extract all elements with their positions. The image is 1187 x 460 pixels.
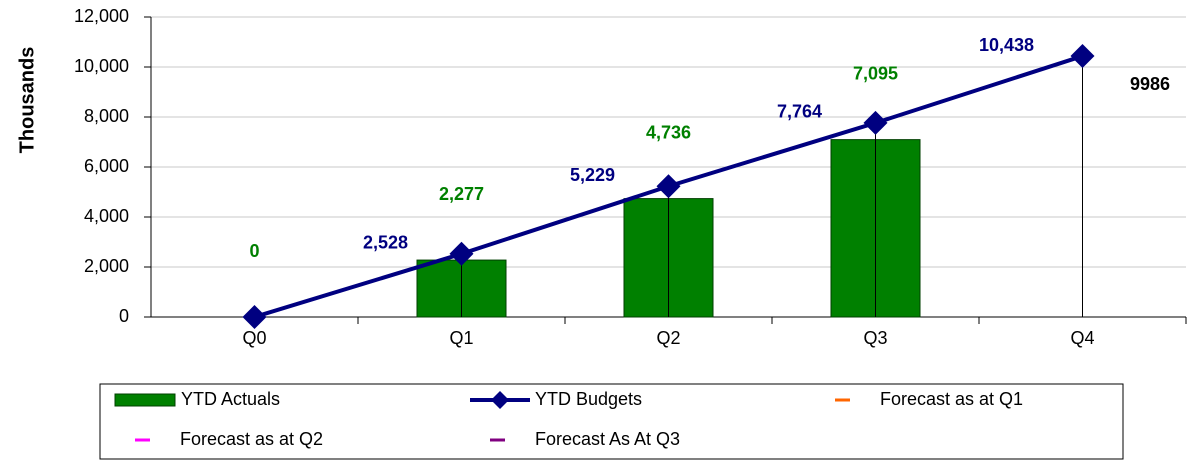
legend-box: [99, 383, 1124, 460]
x-tick-label: Q4: [1070, 328, 1094, 348]
y-axis-label: Thousands: [16, 47, 38, 154]
y-tick-label: 6,000: [84, 156, 129, 176]
legend-label: Forecast as at Q1: [880, 389, 1023, 409]
data-label: 2,277: [439, 184, 484, 204]
y-tick-label: 12,000: [74, 6, 129, 26]
x-tick-label: Q1: [449, 328, 473, 348]
data-label: 7,095: [853, 63, 898, 83]
legend-label: Forecast As At Q3: [535, 429, 680, 449]
legend-swatch: [114, 393, 176, 407]
marker: [656, 174, 681, 199]
data-label: 4,736: [646, 122, 691, 142]
legend-label: YTD Actuals: [181, 389, 280, 409]
y-tick-label: 8,000: [84, 106, 129, 126]
y-tick-label: 10,000: [74, 56, 129, 76]
y-tick-label: 0: [119, 306, 129, 326]
y-tick-label: 4,000: [84, 206, 129, 226]
x-tick-label: Q3: [863, 328, 887, 348]
marker: [1070, 44, 1095, 69]
data-label: 5,229: [570, 165, 615, 185]
data-label: 2,528: [363, 233, 408, 253]
x-tick-label: Q2: [656, 328, 680, 348]
data-label: 7,764: [777, 102, 822, 122]
x-tick-label: Q0: [242, 328, 266, 348]
marker: [449, 241, 474, 266]
marker: [863, 110, 888, 135]
data-label: 10,438: [979, 35, 1034, 55]
annotation: 9986: [1130, 74, 1170, 94]
legend-label: Forecast as at Q2: [180, 429, 323, 449]
marker: [242, 305, 267, 329]
data-label: 0: [249, 241, 259, 261]
y-tick-label: 2,000: [84, 256, 129, 276]
legend-marker: [491, 391, 509, 409]
legend-label: YTD Budgets: [535, 389, 642, 409]
